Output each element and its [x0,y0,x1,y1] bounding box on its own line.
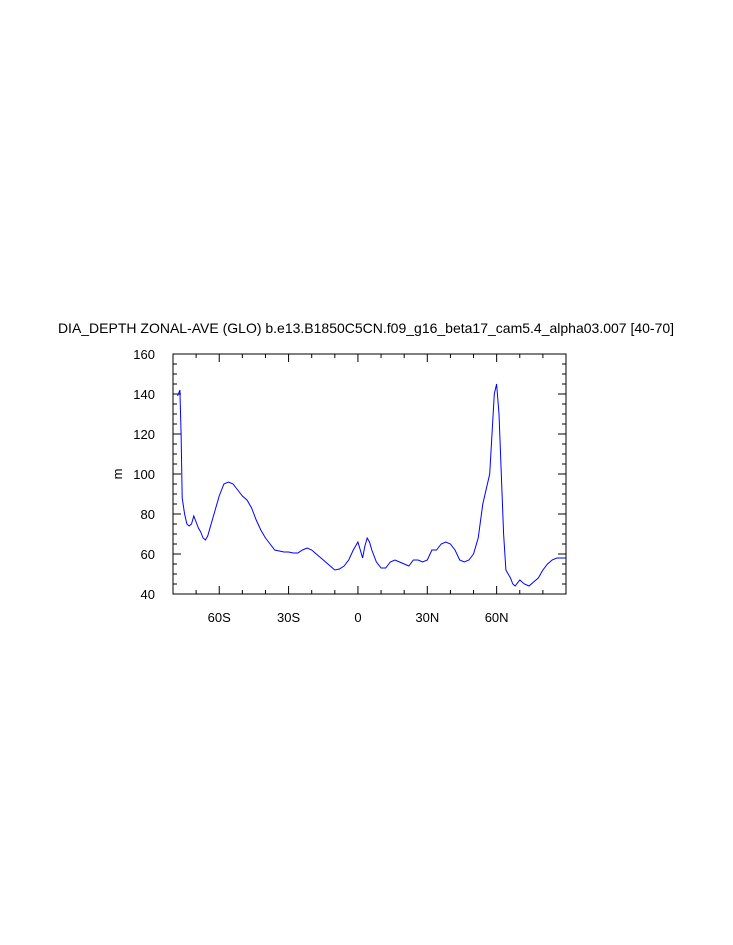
y-axis-label: m [110,469,125,480]
x-axis: 60S 30S 0 30N 60N [208,354,509,625]
series-line [177,383,566,587]
y-tick-label: 100 [133,467,155,482]
x-tick-label: 0 [354,610,361,625]
x-tick-label: 60S [208,610,231,625]
x-tick-label: 30S [277,610,300,625]
y-tick-label: 140 [133,387,155,402]
y-tick-label: 60 [141,547,155,562]
y-tick-label: 40 [141,587,155,602]
y-tick-label: 80 [141,507,155,522]
chart-title: DIA_DEPTH ZONAL-AVE (GLO) b.e13.B1850C5C… [58,320,674,336]
plot-frame [172,353,567,595]
y-axis: 40 60 80 100 120 140 160 [133,347,566,602]
x-tick-label: 60N [485,610,509,625]
minor-ticks [172,354,567,594]
x-tick-label: 30N [415,610,439,625]
y-tick-label: 160 [133,347,155,362]
y-tick-label: 120 [133,427,155,442]
